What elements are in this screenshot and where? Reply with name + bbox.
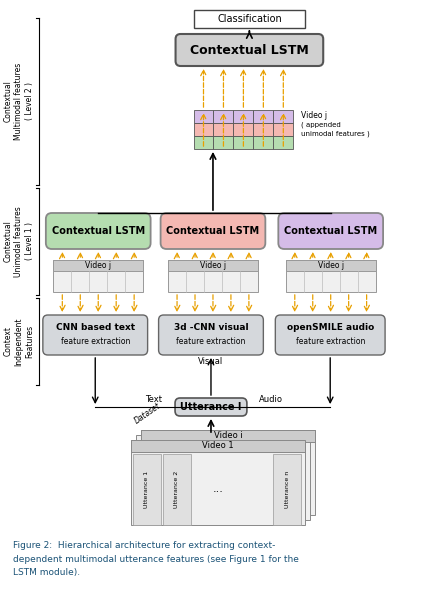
Text: Utterance n: Utterance n — [285, 471, 290, 508]
Bar — [131, 440, 305, 452]
Bar — [273, 136, 293, 149]
Bar — [253, 110, 273, 123]
Text: Video 1: Video 1 — [202, 442, 234, 451]
Bar — [286, 260, 376, 292]
Bar — [53, 260, 143, 292]
Bar — [194, 136, 214, 149]
Bar — [141, 430, 315, 515]
Text: Utterance 1: Utterance 1 — [144, 471, 149, 508]
Text: Video j: Video j — [200, 261, 226, 270]
Bar — [53, 260, 143, 271]
Text: Visual: Visual — [198, 356, 224, 365]
Bar — [162, 454, 190, 525]
Bar — [133, 454, 161, 525]
Bar — [135, 435, 310, 520]
Bar — [131, 440, 305, 525]
Text: Contextual LSTM: Contextual LSTM — [166, 226, 260, 236]
Bar — [214, 123, 233, 136]
Bar — [141, 430, 315, 442]
Text: Contextual
Unimodal features
( Level 1 ): Contextual Unimodal features ( Level 1 ) — [4, 206, 34, 277]
Text: feature extraction: feature extraction — [176, 337, 246, 346]
Text: Contextual LSTM: Contextual LSTM — [284, 226, 377, 236]
FancyBboxPatch shape — [279, 213, 383, 249]
Bar — [194, 10, 305, 28]
Bar — [194, 123, 214, 136]
Text: Video j: Video j — [301, 110, 327, 119]
Bar — [214, 136, 233, 149]
Text: Context
Independent
Features: Context Independent Features — [4, 317, 34, 366]
FancyBboxPatch shape — [175, 398, 247, 416]
FancyBboxPatch shape — [176, 34, 323, 66]
Text: Contextual
Multimodal features
( Level 2 ): Contextual Multimodal features ( Level 2… — [4, 63, 34, 140]
Text: Classification: Classification — [217, 14, 282, 24]
FancyBboxPatch shape — [159, 315, 263, 355]
Bar — [233, 123, 253, 136]
Text: dependent multimodal utterance features (see Figure 1 for the: dependent multimodal utterance features … — [13, 554, 299, 563]
Bar — [168, 260, 258, 271]
Bar — [233, 110, 253, 123]
Bar — [273, 123, 293, 136]
Bar — [168, 260, 258, 292]
Text: unimodal features ): unimodal features ) — [301, 131, 370, 137]
Bar — [253, 136, 273, 149]
Text: ( appended: ( appended — [301, 122, 341, 128]
Text: feature extraction: feature extraction — [295, 337, 365, 346]
Bar — [273, 110, 293, 123]
Text: Text: Text — [145, 395, 162, 404]
Text: Figure 2:  Hierarchical architecture for extracting context-: Figure 2: Hierarchical architecture for … — [13, 541, 275, 550]
FancyBboxPatch shape — [275, 315, 385, 355]
Text: ...: ... — [213, 485, 223, 494]
Text: feature extraction: feature extraction — [60, 337, 130, 346]
Text: Video i: Video i — [214, 431, 242, 440]
Bar — [253, 123, 273, 136]
FancyBboxPatch shape — [161, 213, 265, 249]
Text: 3d -CNN visual: 3d -CNN visual — [174, 323, 248, 332]
Text: LSTM module).: LSTM module). — [13, 569, 80, 577]
Text: Contextual LSTM: Contextual LSTM — [51, 226, 145, 236]
Text: Dataset: Dataset — [133, 401, 162, 426]
Text: CNN based text: CNN based text — [56, 323, 135, 332]
Bar — [286, 260, 376, 271]
Bar — [273, 454, 301, 525]
Text: openSMILE audio: openSMILE audio — [287, 323, 374, 332]
FancyBboxPatch shape — [43, 315, 148, 355]
Text: Utterance I: Utterance I — [180, 402, 242, 412]
FancyBboxPatch shape — [46, 213, 151, 249]
Bar — [194, 110, 214, 123]
Text: Video j: Video j — [318, 261, 344, 270]
Bar — [214, 110, 233, 123]
Text: Utterance 2: Utterance 2 — [174, 471, 179, 508]
Bar — [233, 136, 253, 149]
Text: Video j: Video j — [85, 261, 111, 270]
Text: Contextual LSTM: Contextual LSTM — [190, 43, 309, 56]
Text: Audio: Audio — [259, 395, 283, 404]
